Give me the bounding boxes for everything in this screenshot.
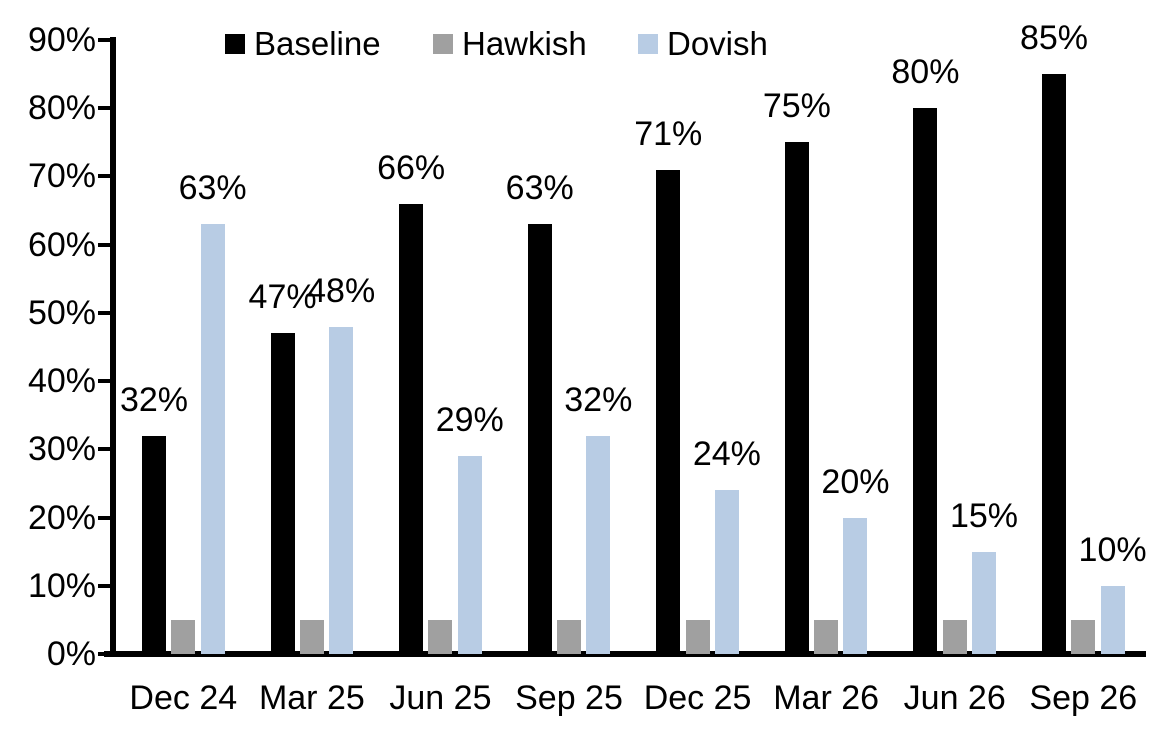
bar-baseline (1041, 74, 1066, 654)
data-label-dovish: 24% (692, 435, 761, 474)
y-axis-tick-label: 90% (27, 21, 96, 60)
y-axis-tick-label: 20% (27, 498, 96, 537)
data-label-baseline: 75% (762, 87, 831, 126)
x-axis-category-label: Dec 24 (129, 679, 238, 717)
legend-label-dovish: Dovish (667, 25, 768, 62)
data-label-dovish: 10% (1078, 530, 1147, 569)
bar-hawkish (942, 619, 967, 654)
bar-dovish (200, 224, 225, 654)
bar-baseline (270, 333, 295, 654)
bar-hawkish (1071, 619, 1096, 654)
bar-hawkish (299, 619, 324, 654)
bar-baseline (527, 224, 552, 654)
bar-baseline (142, 435, 166, 654)
x-axis-category-label: Sep 25 (515, 679, 623, 717)
legend-swatch-dovish (638, 34, 658, 54)
data-label-dovish: 32% (564, 380, 633, 419)
x-axis-category-label: Mar 26 (773, 679, 880, 717)
y-axis-tick-label: 50% (27, 293, 96, 332)
y-axis-tick (98, 447, 110, 452)
x-axis-category-label: Dec 25 (643, 679, 752, 717)
y-axis-tick-label: 10% (27, 566, 96, 605)
data-label-dovish: 63% (178, 169, 247, 208)
y-axis-tick-label: 60% (27, 225, 96, 264)
y-axis-tick (98, 242, 110, 247)
data-label-baseline: 32% (119, 380, 189, 419)
bar-baseline (784, 142, 809, 654)
bar-dovish (843, 517, 868, 654)
data-label-baseline: 63% (505, 169, 574, 208)
bar-hawkish (171, 619, 196, 654)
data-label-baseline: 66% (377, 148, 446, 187)
y-axis-tick (98, 106, 110, 111)
y-axis-tick-label: 70% (27, 157, 96, 196)
y-axis-tick-label: 80% (27, 89, 96, 128)
legend-label-baseline: Baseline (254, 25, 381, 62)
y-axis-tick (98, 652, 110, 656)
legend-label-hawkish: Hawkish (462, 25, 587, 62)
data-label-dovish: 29% (435, 401, 504, 440)
bar-hawkish (814, 619, 839, 654)
legend-item-baseline: Baseline (225, 25, 381, 62)
bar-dovish (457, 456, 482, 654)
x-axis-category-label: Mar 25 (258, 679, 365, 717)
bar-dovish (714, 490, 739, 654)
x-axis-category-label: Jun 26 (903, 679, 1006, 717)
bar-dovish (586, 435, 611, 654)
data-label-baseline: 85% (1019, 19, 1089, 58)
bar-baseline (399, 203, 424, 654)
bar-baseline (656, 169, 681, 654)
legend-item-hawkish: Hawkish (433, 25, 587, 62)
legend-swatch-baseline (225, 34, 245, 54)
y-axis-tick (98, 310, 110, 315)
y-axis-tick-label: 40% (27, 362, 96, 401)
legend-item-dovish: Dovish (638, 25, 768, 62)
data-label-baseline: 71% (634, 114, 703, 153)
y-axis-tick-label: 30% (27, 430, 96, 469)
y-axis-line (110, 37, 116, 657)
x-axis-category-label: Sep 26 (1029, 679, 1138, 717)
y-axis-tick (98, 515, 110, 520)
y-axis-tick (98, 379, 110, 384)
x-axis-category-label: Jun 25 (389, 679, 492, 717)
bar-hawkish (428, 619, 453, 654)
data-label-dovish: 48% (307, 271, 376, 310)
data-label-baseline: 47% (248, 278, 317, 317)
data-label-dovish: 15% (949, 496, 1019, 535)
y-axis-tick (98, 38, 110, 43)
y-axis-tick (98, 174, 110, 179)
data-label-dovish: 20% (821, 462, 890, 501)
bar-dovish (972, 551, 997, 654)
x-axis-line (104, 651, 1146, 657)
bar-hawkish (685, 619, 710, 654)
bar-dovish (1100, 585, 1125, 654)
bar-baseline (913, 108, 938, 654)
bar-hawkish (557, 619, 581, 654)
bar-dovish (329, 326, 354, 654)
legend-swatch-hawkish (433, 34, 453, 54)
y-axis-tick (98, 583, 110, 588)
y-axis-tick-label: 0% (46, 635, 96, 673)
data-label-baseline: 80% (891, 53, 960, 92)
